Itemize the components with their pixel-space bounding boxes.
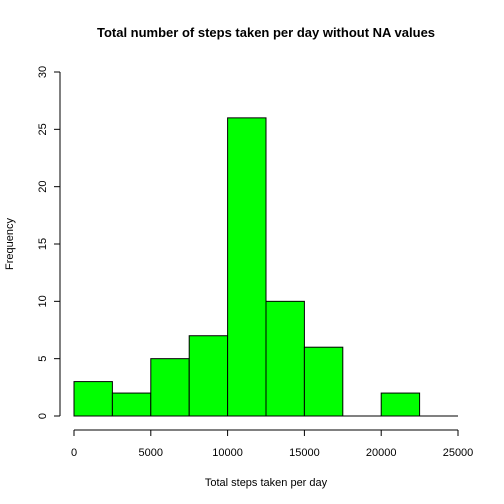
chart-title: Total number of steps taken per day with… <box>97 25 435 40</box>
y-tick-label: 15 <box>37 238 49 250</box>
x-tick-label: 5000 <box>139 447 163 459</box>
y-tick-label: 0 <box>37 413 49 419</box>
histogram-bar <box>111 392 152 417</box>
x-tick-label: 10000 <box>212 447 243 459</box>
x-tick-label: 15000 <box>289 447 320 459</box>
histogram-bar <box>265 300 305 417</box>
x-tick-label: 25000 <box>443 447 474 459</box>
bars-group <box>73 117 458 417</box>
y-tick-label: 20 <box>37 181 49 193</box>
histogram-bar <box>380 392 421 417</box>
histogram-bar <box>188 335 229 417</box>
y-axis-label: Frequency <box>4 218 16 270</box>
y-tick-label: 25 <box>37 123 49 135</box>
x-axis-label: Total steps taken per day <box>205 477 328 489</box>
x-tick-label: 0 <box>71 447 77 459</box>
histogram-bar <box>150 358 190 417</box>
y-tick-label: 5 <box>37 356 49 362</box>
histogram-bar <box>227 117 267 417</box>
y-tick-label: 10 <box>37 295 49 307</box>
histogram-bar <box>73 381 113 417</box>
x-axis: 0 5000 10000 15000 20000 25000 <box>71 429 474 459</box>
histogram-bar <box>303 346 344 417</box>
y-tick-label: 30 <box>37 66 49 78</box>
y-axis: 0 5 10 15 20 25 30 <box>37 66 61 419</box>
x-tick-label: 20000 <box>366 447 397 459</box>
